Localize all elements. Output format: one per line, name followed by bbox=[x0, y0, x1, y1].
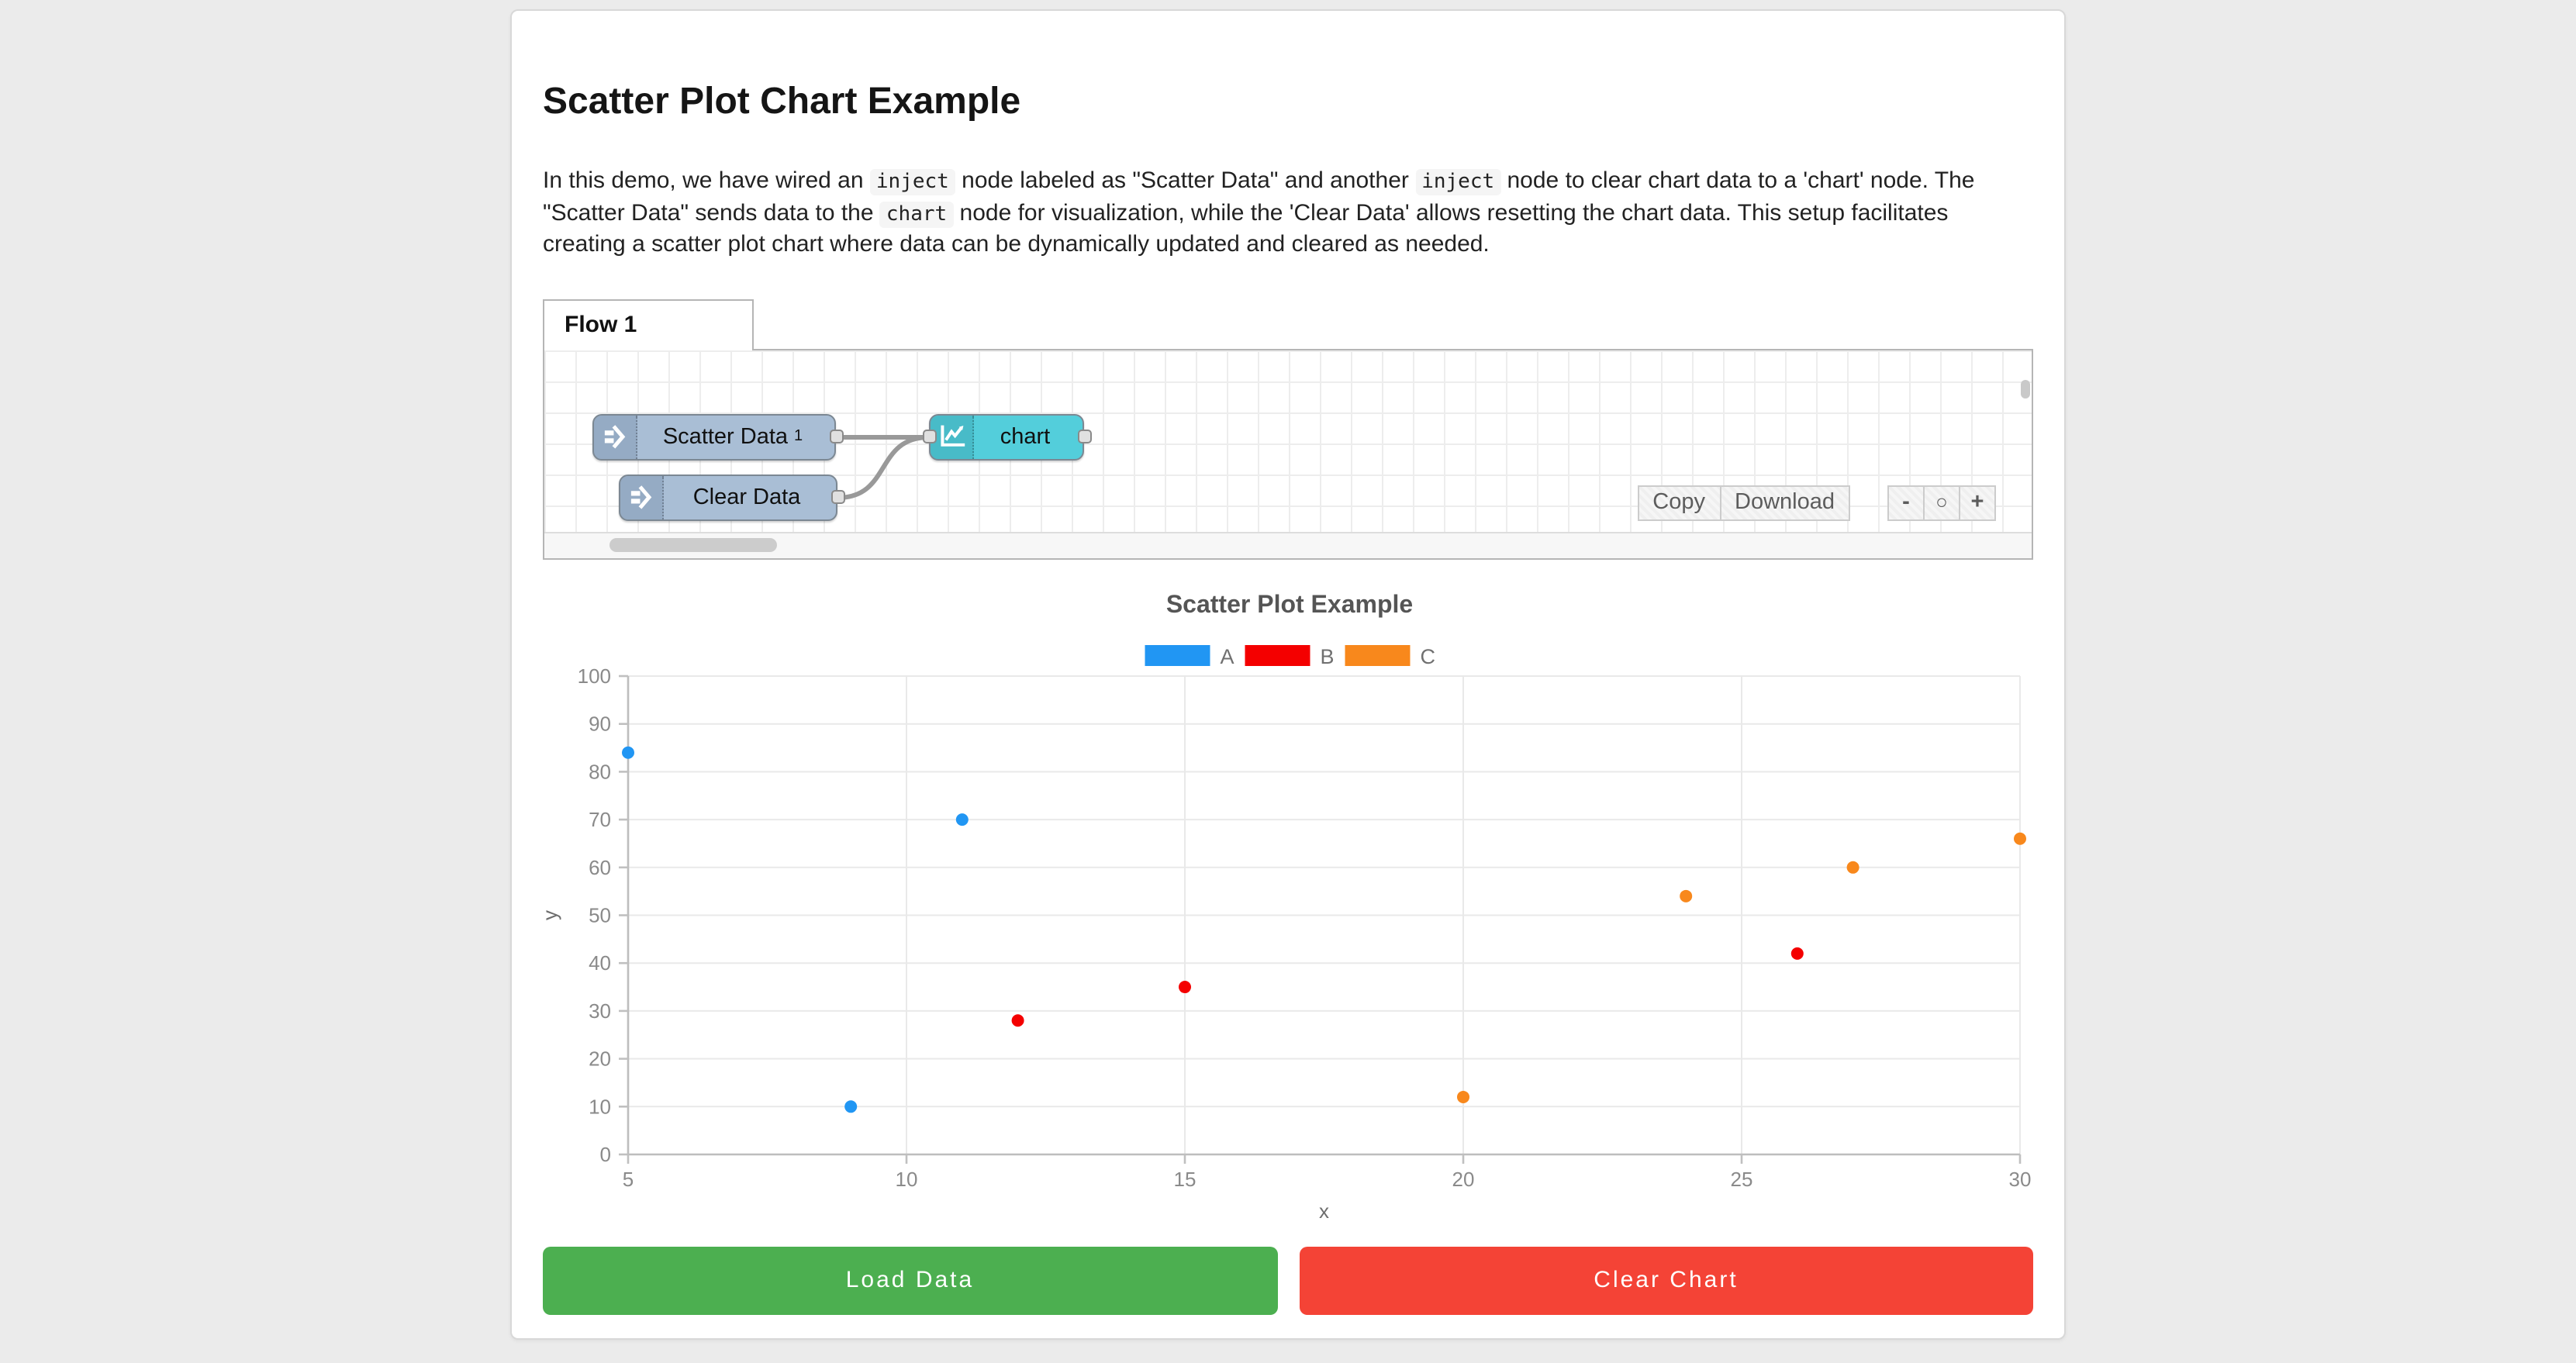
point-C bbox=[1457, 1089, 1469, 1102]
series-C bbox=[1457, 831, 2026, 1102]
point-B bbox=[1011, 1013, 1024, 1027]
description-text: node to clear chart data to a 'chart' no… bbox=[543, 167, 1975, 226]
y-tick-label: 80 bbox=[589, 759, 611, 782]
description-text: In this demo, we have wired an bbox=[543, 167, 870, 194]
node-footnote-sup: 1 bbox=[794, 428, 803, 445]
y-tick-label: 0 bbox=[600, 1142, 611, 1165]
point-B bbox=[1790, 946, 1804, 959]
page: Scatter Plot Chart Example In this demo,… bbox=[0, 9, 2576, 1363]
port-input-chart[interactable] bbox=[922, 430, 936, 443]
point-C bbox=[1680, 889, 1693, 902]
wire-clear-to-chart bbox=[835, 434, 931, 499]
wire-svg bbox=[834, 434, 931, 499]
copy-button[interactable]: Copy bbox=[1637, 485, 1721, 520]
node-scatter-data[interactable]: Scatter Data 1 bbox=[592, 413, 836, 460]
y-tick-label: 90 bbox=[589, 712, 611, 735]
flow-tab[interactable]: Flow 1 bbox=[543, 298, 754, 350]
content-card: Scatter Plot Chart Example In this demo,… bbox=[510, 9, 2066, 1339]
inline-code: chart bbox=[879, 201, 954, 227]
chart-grid bbox=[627, 675, 2021, 1154]
legend-item-B[interactable]: B bbox=[1245, 644, 1335, 668]
port-output-scatter[interactable] bbox=[829, 430, 843, 443]
page-title: Scatter Plot Chart Example bbox=[543, 81, 1021, 122]
y-tick-label: 40 bbox=[589, 951, 611, 974]
y-tick-label: 60 bbox=[589, 855, 611, 878]
legend-label: B bbox=[1321, 644, 1335, 668]
horizontal-scrollbar-thumb[interactable] bbox=[609, 537, 777, 551]
point-C bbox=[1846, 860, 1859, 873]
y-axis-label: y bbox=[543, 909, 561, 920]
node-label: Clear Data bbox=[692, 485, 801, 509]
y-tick-label: 50 bbox=[589, 903, 611, 926]
point-A bbox=[955, 813, 969, 826]
x-tick-label: 30 bbox=[2009, 1167, 2032, 1190]
point-A bbox=[844, 1099, 858, 1113]
zoom-reset-button[interactable]: ○ bbox=[1923, 485, 1960, 520]
legend-label: C bbox=[1421, 644, 1436, 668]
download-button[interactable]: Download bbox=[1719, 485, 1850, 520]
chart-legend: A B C bbox=[1145, 644, 1436, 668]
x-tick-label: 5 bbox=[623, 1167, 634, 1190]
chart-axes: 5 10 15 20 25 30 0 10 20 30 40 50 60 70 80 90 100 bbox=[578, 664, 2032, 1190]
point-B bbox=[1179, 980, 1191, 993]
x-tick-label: 10 bbox=[896, 1167, 918, 1190]
zoom-out-button[interactable]: - bbox=[1887, 485, 1925, 520]
flow-tab-label: Flow 1 bbox=[565, 311, 637, 337]
node-label: Scatter Data 1 bbox=[662, 424, 803, 449]
port-output-chart[interactable] bbox=[1077, 430, 1091, 443]
legend-swatch bbox=[1145, 644, 1210, 665]
action-buttons: Load Data Clear Chart bbox=[543, 1246, 2033, 1314]
legend-swatch bbox=[1345, 644, 1411, 665]
inject-icon bbox=[620, 475, 664, 519]
node-clear-data[interactable]: Clear Data bbox=[619, 474, 837, 520]
flow-zoom-controls: - ○ + bbox=[1887, 485, 1996, 520]
series-A bbox=[622, 745, 969, 1113]
x-tick-label: 15 bbox=[1174, 1167, 1196, 1190]
point-C bbox=[2014, 831, 2026, 844]
point-A bbox=[622, 745, 634, 758]
inline-code: inject bbox=[1415, 169, 1501, 195]
zoom-in-button[interactable]: + bbox=[1959, 485, 1996, 520]
description-paragraph: In this demo, we have wired an inject no… bbox=[543, 166, 2033, 260]
y-tick-label: 100 bbox=[578, 664, 611, 687]
legend-item-A[interactable]: A bbox=[1145, 644, 1234, 668]
description-text: node for visualization, while the 'Clear… bbox=[543, 199, 1949, 257]
y-tick-label: 30 bbox=[589, 999, 611, 1022]
y-tick-label: 20 bbox=[589, 1047, 611, 1070]
inject-icon bbox=[594, 415, 637, 458]
chart-title: Scatter Plot Example bbox=[1166, 589, 1413, 617]
legend-label: A bbox=[1221, 644, 1234, 668]
port-output-clear[interactable] bbox=[830, 490, 844, 504]
horizontal-scrollbar[interactable] bbox=[544, 531, 2032, 557]
scatter-chart: 5 10 15 20 25 30 0 10 20 30 40 50 60 70 80 90 100 Scatter… bbox=[543, 589, 2032, 1222]
series-B bbox=[1011, 946, 1804, 1027]
x-tick-label: 20 bbox=[1452, 1167, 1475, 1190]
legend-swatch bbox=[1245, 644, 1310, 665]
y-tick-label: 70 bbox=[589, 807, 611, 830]
inline-code: inject bbox=[869, 169, 955, 195]
flow-editor: Flow 1 Scatter Data 1 bbox=[543, 298, 2033, 559]
load-data-button[interactable]: Load Data bbox=[543, 1246, 1277, 1314]
x-axis-label: x bbox=[1319, 1199, 1329, 1222]
flow-canvas[interactable]: Scatter Data 1 Clear Data bbox=[543, 348, 2033, 559]
vertical-scrollbar-thumb[interactable] bbox=[2021, 379, 2030, 398]
x-tick-label: 25 bbox=[1731, 1167, 1753, 1190]
flow-actions: Copy Download bbox=[1637, 485, 1850, 520]
chart-icon bbox=[931, 415, 974, 458]
description-text: node labeled as "Scatter Data" and anoth… bbox=[955, 167, 1416, 194]
y-tick-label: 10 bbox=[589, 1094, 611, 1117]
node-chart[interactable]: chart bbox=[929, 413, 1084, 460]
legend-item-C[interactable]: C bbox=[1345, 644, 1436, 668]
clear-chart-button[interactable]: Clear Chart bbox=[1299, 1246, 2033, 1314]
node-label: chart bbox=[1000, 424, 1051, 449]
